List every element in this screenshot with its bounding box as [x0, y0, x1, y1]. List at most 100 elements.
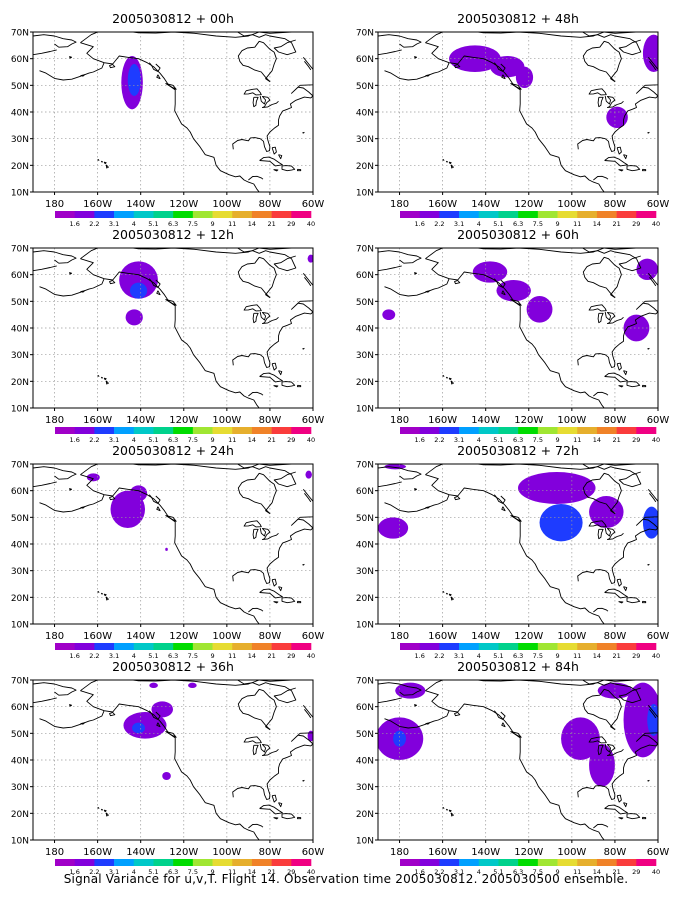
gridlines [33, 248, 313, 408]
coastline [378, 34, 422, 48]
coastline [259, 372, 283, 383]
variance-area [149, 682, 158, 688]
lat-tick-label: 40N [356, 757, 374, 767]
variance-area [127, 64, 141, 96]
coastline [425, 464, 637, 476]
colorbar-segment [55, 427, 75, 434]
coastline [97, 375, 100, 377]
coastline [97, 807, 100, 809]
colorbar-segment [173, 211, 194, 218]
coastline [259, 311, 279, 324]
coastline [425, 32, 637, 44]
coastline [604, 527, 624, 540]
colorbar-segment [74, 211, 95, 218]
coastline [588, 736, 607, 744]
colorbar-segment [557, 427, 578, 434]
colorbar-segment [212, 859, 233, 866]
lon-tick-label: 100W [557, 631, 586, 642]
coastline [156, 506, 161, 512]
lat-tick-label: 30N [356, 351, 374, 361]
colorbar-segment [291, 859, 312, 866]
coastline [281, 165, 296, 172]
coastline [80, 474, 260, 624]
coastline [271, 578, 277, 587]
colorbar-label: 3.1 [454, 868, 464, 876]
colorbar-segment [94, 643, 115, 650]
coastline [642, 600, 647, 604]
colorbar-segment [271, 643, 292, 650]
colorbar-label: 2.2 [434, 436, 444, 444]
colorbar-segment [478, 643, 499, 650]
coastline [243, 304, 262, 312]
coastline [442, 807, 445, 809]
colorbar-label: 1.6 [70, 652, 80, 660]
lat-tick-label: 30N [11, 135, 29, 145]
coastline [243, 520, 262, 528]
coastline [510, 731, 522, 738]
figure-caption: Signal Variance for u,v,T. Flight 14. Ob… [63, 872, 629, 886]
colorbar-label: 4 [132, 436, 136, 444]
coastline [616, 794, 622, 803]
lat-tick-label: 10N [356, 189, 374, 199]
coastline [297, 816, 302, 820]
coastline [100, 160, 104, 163]
colorbar-label: 3.1 [454, 436, 464, 444]
variance-area [472, 261, 508, 283]
coastline [80, 680, 292, 692]
colorbar-label: 1.6 [70, 868, 80, 876]
lat-tick-label: 20N [356, 810, 374, 820]
coastline [97, 591, 100, 593]
colorbar-label: 40 [652, 220, 660, 228]
coastline [425, 680, 637, 692]
coastline [237, 464, 297, 488]
colorbar-segment [636, 427, 657, 434]
lon-tick-label: 180 [45, 847, 64, 858]
variance-area [526, 296, 553, 323]
colorbar-label: 11 [228, 220, 236, 228]
coastline [414, 488, 417, 491]
lon-tick-label: 120W [169, 631, 198, 642]
lon-tick-label: 60W [302, 847, 325, 858]
coastline [252, 528, 259, 540]
coastline [588, 88, 607, 96]
coastline [378, 265, 402, 272]
colorbar-segment [291, 211, 312, 218]
coastline [69, 704, 72, 707]
gridlines [378, 464, 658, 624]
coastline [445, 376, 449, 379]
colorbar-label: 9 [555, 220, 559, 228]
colorbar-label: 6.3 [513, 220, 523, 228]
coastline [33, 466, 77, 480]
coastline [445, 160, 449, 163]
coastline [156, 74, 161, 80]
colorbar-segment [114, 427, 135, 434]
coastline [649, 709, 657, 719]
colorbar: 1.6 2.2 3.1 4 5.1 6.3 7.5 9 11 14 21 29 40 [55, 427, 315, 444]
lon-tick-label: 80W [259, 847, 282, 858]
lon-tick-label: 60W [302, 415, 325, 426]
lon-tick-label: 140W [471, 415, 500, 426]
coastline [109, 496, 116, 501]
coastlines [378, 32, 658, 192]
colorbar-segment [232, 427, 253, 434]
coastline [33, 682, 77, 696]
coastline [243, 736, 262, 744]
coastline [448, 161, 452, 165]
coastline [248, 175, 264, 181]
colorbar-label: 9 [555, 652, 559, 660]
variance-shading [123, 682, 313, 780]
coastline [248, 391, 264, 397]
coastline [445, 592, 449, 595]
coastline [597, 96, 604, 108]
coastline [616, 362, 622, 371]
gridlines [33, 680, 313, 840]
variance-area [378, 517, 409, 539]
lon-tick-label: 60W [647, 631, 670, 642]
lon-tick-label: 60W [302, 199, 325, 210]
coastline [378, 250, 422, 264]
colorbar-segment [419, 859, 440, 866]
lon-tick-label: 100W [212, 199, 241, 210]
coastline [259, 588, 283, 599]
lat-tick-label: 40N [11, 325, 29, 335]
colorbar-segment [439, 427, 460, 434]
